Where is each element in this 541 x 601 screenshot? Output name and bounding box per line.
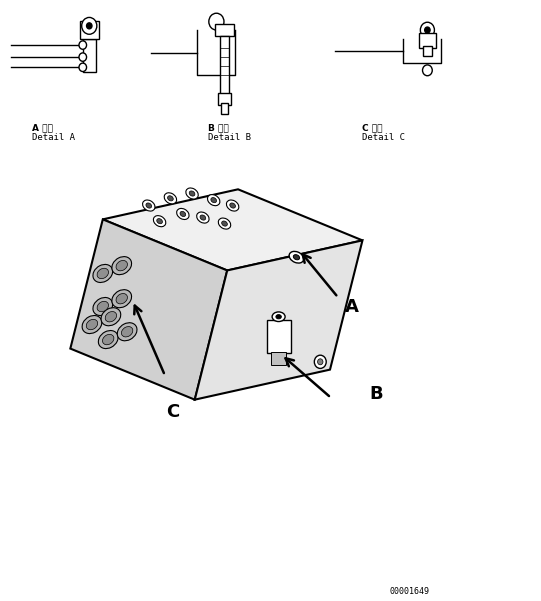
Circle shape [209,13,224,30]
Text: A: A [345,297,359,316]
Circle shape [79,41,87,49]
Ellipse shape [146,203,151,208]
Ellipse shape [116,260,128,271]
Ellipse shape [272,312,285,322]
Ellipse shape [117,323,137,341]
Bar [215,24,234,36]
Text: C 詳細: C 詳細 [362,123,383,132]
Ellipse shape [168,196,173,201]
Ellipse shape [86,319,98,330]
Circle shape [423,65,432,76]
Ellipse shape [93,297,113,316]
Circle shape [79,63,87,72]
Ellipse shape [293,255,300,260]
Text: Detail B: Detail B [208,133,251,142]
Ellipse shape [98,331,118,349]
Ellipse shape [189,191,195,196]
Ellipse shape [222,221,227,226]
Ellipse shape [227,200,239,211]
Ellipse shape [82,316,102,334]
Text: Detail C: Detail C [362,133,405,142]
Ellipse shape [197,212,209,223]
Ellipse shape [102,334,114,345]
Ellipse shape [276,315,281,319]
Circle shape [314,355,326,368]
Bar [419,33,436,48]
Text: C: C [167,403,180,421]
Text: B: B [369,385,383,403]
Bar [423,46,432,56]
Bar [83,39,96,72]
Ellipse shape [180,212,186,216]
Ellipse shape [105,311,117,322]
Circle shape [79,53,87,61]
Text: B 詳細: B 詳細 [208,123,229,132]
Ellipse shape [219,218,230,229]
Ellipse shape [97,301,109,312]
Ellipse shape [208,195,220,206]
Ellipse shape [112,257,131,275]
Bar [267,320,291,353]
Ellipse shape [211,198,216,203]
Circle shape [420,22,434,38]
Ellipse shape [97,268,109,279]
Ellipse shape [154,216,166,227]
Ellipse shape [143,200,155,211]
Ellipse shape [157,219,162,224]
Bar [271,352,286,365]
Text: 00001649: 00001649 [390,587,430,596]
Circle shape [425,27,430,33]
Bar [220,36,229,96]
Ellipse shape [230,203,235,208]
Bar [221,103,228,114]
Ellipse shape [112,290,131,308]
Ellipse shape [164,193,176,204]
Polygon shape [195,240,362,400]
Text: Detail A: Detail A [32,133,75,142]
Ellipse shape [116,293,128,304]
Ellipse shape [289,251,304,263]
Polygon shape [70,219,227,400]
Ellipse shape [93,264,113,282]
Circle shape [318,359,323,365]
Text: A 詳細: A 詳細 [32,123,54,132]
Polygon shape [103,189,362,270]
Ellipse shape [101,308,121,326]
Ellipse shape [177,209,189,219]
Bar [80,21,99,39]
Ellipse shape [121,326,133,337]
Bar [218,93,231,105]
Circle shape [87,23,92,29]
Ellipse shape [186,188,198,199]
Circle shape [82,17,97,34]
Ellipse shape [200,215,206,220]
